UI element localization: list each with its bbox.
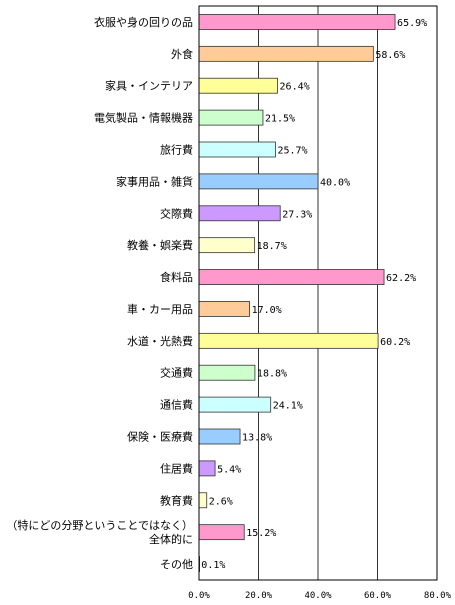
- bar: [198, 301, 250, 317]
- category-label: 全体的に: [149, 532, 193, 546]
- bar: [198, 205, 281, 222]
- value-label: 25.7%: [277, 146, 307, 157]
- x-tick-label: 40.0%: [304, 591, 332, 601]
- bar: [198, 492, 208, 509]
- value-label: 2.6%: [209, 496, 233, 507]
- value-label: 27.3%: [282, 209, 312, 220]
- value-label: 5.4%: [217, 464, 241, 475]
- value-label: 18.7%: [257, 241, 287, 252]
- x-tick-label: 20.0%: [245, 591, 273, 601]
- value-label: 17.0%: [252, 305, 282, 316]
- value-label: 0.1%: [201, 560, 225, 571]
- value-label: 60.2%: [380, 337, 410, 348]
- category-label: 保険・医療費: [127, 430, 193, 444]
- category-label: 交通費: [160, 366, 193, 380]
- category-label: 家事用品・雑貨: [116, 174, 193, 188]
- bar: [198, 428, 241, 445]
- bar: [198, 364, 256, 381]
- bar: [198, 141, 276, 158]
- value-label: 62.2%: [386, 273, 416, 284]
- category-label: その他: [160, 558, 193, 571]
- bar: [198, 173, 319, 190]
- value-labels: 65.9% 58.6% 26.4% 21.5% 25.7% 40.0% 27.3% 18.7%…: [201, 18, 427, 571]
- value-label: 40.0%: [320, 177, 350, 188]
- bar: [198, 332, 379, 349]
- value-label: 65.9%: [397, 18, 427, 29]
- grid-lines: [258, 6, 378, 580]
- value-label: 58.6%: [375, 50, 405, 61]
- x-axis-ticks: 0.0% 20.0% 40.0% 60.0% 80.0%: [188, 591, 451, 601]
- category-label: 衣服や身の回りの品: [94, 15, 193, 29]
- bars: [198, 14, 396, 572]
- bar: [198, 109, 264, 126]
- value-label: 24.1%: [273, 401, 303, 412]
- category-label: 外食: [171, 47, 193, 61]
- category-labels: 衣服や身の回りの品外食家具・インテリア電気製品・情報機器旅行費家事用品・雑貨交際…: [6, 15, 193, 571]
- plot-frame: [198, 5, 438, 581]
- category-label: 旅行費: [160, 143, 193, 157]
- category-label: 電気製品・情報機器: [94, 111, 193, 125]
- bar: [198, 14, 396, 30]
- x-tick-label: 0.0%: [188, 591, 210, 601]
- bar: [198, 45, 374, 62]
- category-label: 水道・光熱費: [127, 334, 193, 348]
- category-label: 家具・インテリア: [105, 79, 193, 93]
- bar: [198, 460, 216, 477]
- x-tick-label: 80.0%: [424, 591, 452, 601]
- value-label: 13.8%: [242, 433, 272, 444]
- category-label: 教育費: [160, 493, 193, 507]
- value-label: 18.8%: [257, 369, 287, 380]
- category-label: 食料品: [160, 270, 193, 284]
- bar: [198, 396, 272, 413]
- category-label: 車・カー用品: [127, 302, 193, 316]
- x-tick-label: 60.0%: [364, 591, 392, 601]
- category-label: 住居費: [160, 461, 193, 475]
- value-label: 15.2%: [246, 528, 276, 539]
- category-label: 通信費: [160, 398, 193, 412]
- bar: [198, 77, 278, 94]
- category-label: 交際費: [160, 206, 193, 220]
- value-label: 21.5%: [265, 114, 295, 125]
- value-label: 26.4%: [280, 82, 310, 93]
- category-label: 教養・娯楽費: [127, 238, 193, 252]
- bar: [198, 269, 385, 285]
- category-label: （特にどの分野ということではなく）: [6, 518, 193, 532]
- bar: [198, 237, 256, 254]
- bar: [198, 524, 245, 541]
